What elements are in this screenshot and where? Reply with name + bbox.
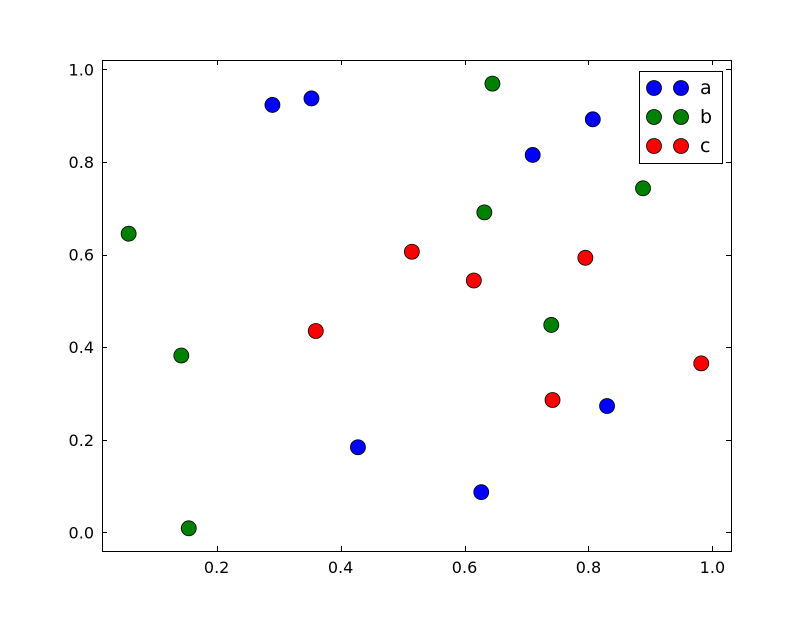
point-b-6 — [180, 520, 197, 537]
ticks-layer: 0.2 0.4 0.6 0.8 1.0 0.0 0.2 0.4 0.6 0.8 1.0 — [69, 60, 731, 577]
point-a-1 — [303, 90, 320, 107]
point-a-0 — [264, 97, 281, 113]
y-tick-label-3: 0.6 — [69, 246, 94, 265]
point-b-3 — [120, 225, 137, 242]
point-c-3 — [307, 323, 324, 339]
legend-marker-c-2 — [673, 138, 689, 154]
y-tick-label-0: 0.0 — [69, 523, 94, 542]
x-tick-label-2: 0.6 — [452, 558, 477, 577]
y-tick-label-5: 1.0 — [69, 60, 94, 79]
legend-marker-a-1 — [646, 80, 662, 96]
point-c-5 — [693, 355, 710, 372]
point-b-4 — [173, 347, 190, 364]
legend-label-c: c — [700, 135, 710, 157]
point-b-2 — [476, 204, 493, 221]
legend-label-a: a — [700, 77, 712, 99]
point-a-4 — [599, 398, 615, 414]
legend-label-b: b — [700, 106, 712, 128]
plot-area — [102, 60, 731, 551]
x-tick-label-4: 1.0 — [700, 558, 725, 577]
point-b-1 — [635, 180, 651, 197]
legend-marker-a-2 — [673, 80, 689, 96]
point-c-2 — [577, 249, 594, 266]
point-a-2 — [524, 147, 541, 163]
plot-frame — [102, 60, 732, 552]
point-c-0 — [403, 243, 420, 260]
x-tick-label-0: 0.2 — [204, 558, 229, 577]
legend-marker-b-2 — [673, 109, 689, 125]
legend-marker-b-1 — [646, 109, 662, 125]
points-layer — [120, 75, 710, 537]
y-tick-label-1: 0.2 — [69, 431, 94, 450]
legend-marker-c-1 — [646, 138, 662, 154]
point-c-4 — [544, 392, 561, 408]
legend: abc — [639, 71, 723, 164]
point-a-6 — [473, 484, 490, 501]
x-tick-label-3: 0.8 — [576, 558, 601, 577]
point-a-5 — [350, 439, 366, 456]
y-tick-label-2: 0.4 — [69, 338, 94, 357]
x-tick-label-1: 0.4 — [328, 558, 353, 577]
point-a-3 — [584, 111, 601, 128]
point-b-0 — [484, 75, 501, 92]
point-b-5 — [543, 317, 560, 333]
point-c-1 — [465, 272, 482, 289]
y-tick-label-4: 0.8 — [69, 153, 94, 172]
